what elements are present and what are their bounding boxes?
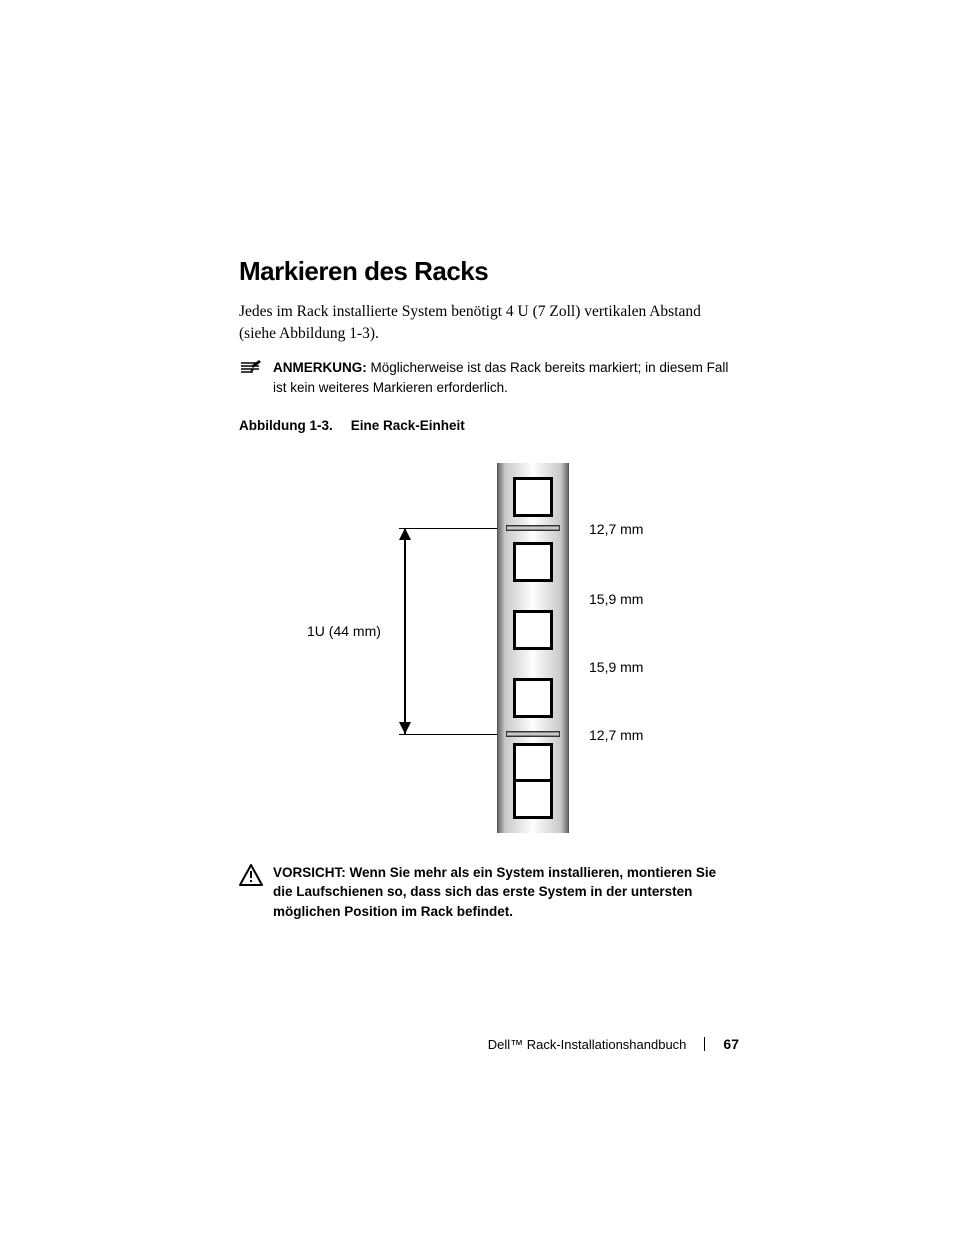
- note-text: ANMERKUNG: Möglicherweise ist das Rack b…: [273, 358, 739, 397]
- rack-hole: [513, 678, 553, 718]
- rack-hole: [513, 743, 553, 783]
- footer-book-title: Dell™ Rack-Installationshandbuch: [488, 1037, 687, 1052]
- figure-caption-num: Abbildung 1-3.: [239, 418, 333, 433]
- rack-hole: [513, 542, 553, 582]
- dim-label: 12,7 mm: [589, 521, 643, 537]
- dim-arrow-line: [404, 528, 406, 734]
- caution-block: VORSICHT: Wenn Sie mehr als ein System i…: [239, 863, 739, 922]
- footer-page-number: 67: [723, 1036, 739, 1052]
- rack-hole: [513, 477, 553, 517]
- page-footer: Dell™ Rack-Installationshandbuch 67: [239, 1036, 739, 1052]
- footer-separator: [704, 1037, 705, 1051]
- dim-label: 15,9 mm: [589, 659, 643, 675]
- rack-unit-mark: [506, 525, 560, 531]
- figure-diagram: 1U (44 mm) 12,7 mm 15,9 mm 15,9 mm 12,7 …: [239, 463, 739, 833]
- rack-hole: [513, 779, 553, 819]
- figure-caption: Abbildung 1-3. Eine Rack-Einheit: [239, 418, 739, 433]
- dim-label-unit: 1U (44 mm): [307, 623, 381, 639]
- rack-unit-mark: [506, 731, 560, 737]
- dim-tick: [399, 528, 497, 529]
- dim-label: 12,7 mm: [589, 727, 643, 743]
- dim-tick: [399, 734, 497, 735]
- arrow-down-icon: [399, 722, 411, 734]
- caution-label: VORSICHT:: [273, 865, 346, 880]
- caution-text: VORSICHT: Wenn Sie mehr als ein System i…: [273, 863, 739, 922]
- intro-paragraph: Jedes im Rack installierte System benöti…: [239, 301, 739, 344]
- note-icon: [239, 360, 263, 383]
- dim-label: 15,9 mm: [589, 591, 643, 607]
- caution-icon: [239, 864, 263, 891]
- arrow-up-icon: [399, 528, 411, 540]
- rack-hole: [513, 610, 553, 650]
- page-heading: Markieren des Racks: [239, 256, 739, 287]
- note-block: ANMERKUNG: Möglicherweise ist das Rack b…: [239, 358, 739, 397]
- figure-caption-title: Eine Rack-Einheit: [351, 418, 465, 433]
- note-label: ANMERKUNG:: [273, 360, 367, 375]
